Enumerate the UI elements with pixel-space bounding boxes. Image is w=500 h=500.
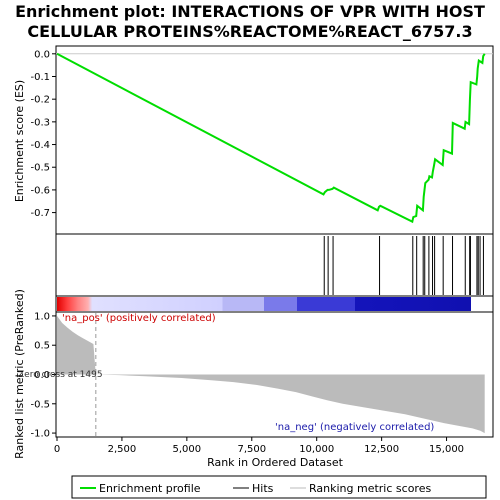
x-tick-label: 10,000 [299, 444, 334, 455]
metric-x-ticks: 0 2,500 5,000 7,500 10,000 12,500 15,000 [54, 437, 464, 455]
enrichment-panel-frame [55, 45, 494, 235]
metric-y-tick-label: 0.5 [34, 341, 50, 352]
hits-panel-frame [55, 233, 494, 297]
na-neg-label: 'na_neg' (negatively correlated) [275, 422, 434, 433]
metric-y-tick-label: 1.0 [34, 311, 50, 322]
legend-label-metric: Ranking metric scores [309, 482, 431, 495]
x-tick-label: 2,500 [108, 444, 137, 455]
metric-y-tick-label: -0.5 [30, 399, 50, 410]
es-axis-title: Enrichment score (ES) [13, 80, 26, 202]
enrichment-panel: 0.0 -0.1 -0.2 -0.3 -0.4 -0.5 -0.6 -0.7 [30, 45, 494, 235]
x-tick-label: 15,000 [429, 444, 464, 455]
x-axis-title: Rank in Ordered Dataset [207, 456, 344, 469]
x-tick-label: 0 [54, 444, 60, 455]
es-y-tick-label: -0.6 [30, 185, 50, 196]
chart-title-line-1: Enrichment plot: INTERACTIONS OF VPR WIT… [15, 2, 485, 21]
rank-colorbar-panel [55, 295, 494, 313]
legend-frame [71, 475, 487, 499]
es-y-tick-label: 0.0 [34, 49, 50, 60]
metric-y-tick-label: -1.0 [30, 429, 50, 440]
ranking-metric-area [57, 315, 485, 434]
x-tick-label: 5,000 [173, 444, 202, 455]
es-y-tick-label: -0.2 [30, 95, 50, 106]
chart-title-line-2: CELLULAR PROTEINS%REACTOME%REACT_6757.3 [27, 22, 472, 41]
x-tick-label: 7,500 [237, 444, 266, 455]
metric-y-ticks: 1.0 0.5 0.0 -0.5 -1.0 [30, 311, 56, 440]
legend-label-hits: Hits [252, 482, 274, 495]
metric-y-tick-label: 0.0 [34, 370, 50, 381]
x-tick-label: 12,500 [364, 444, 399, 455]
enrichment-profile-line [56, 52, 486, 224]
hit-lines [323, 236, 484, 295]
hits-panel [55, 233, 494, 297]
es-y-tick-label: -0.1 [30, 72, 50, 83]
es-y-tick-label: -0.3 [30, 117, 50, 128]
legend-label-enrichment: Enrichment profile [99, 482, 201, 495]
metric-axis-title: Ranked list metric (PreRanked) [13, 289, 26, 459]
es-y-tick-label: -0.7 [30, 208, 50, 219]
metric-panel: 1.0 0.5 0.0 -0.5 -1.0 0 2,500 5,000 7,500 10,000… [18, 311, 494, 455]
es-y-tick-label: -0.4 [30, 140, 50, 151]
es-y-ticks: 0.0 -0.1 -0.2 -0.3 -0.4 -0.5 -0.6 -0.7 [30, 49, 56, 219]
rank-colorbar [57, 297, 471, 311]
na-pos-label: 'na_pos' (positively correlated) [62, 313, 216, 324]
es-y-tick-label: -0.5 [30, 163, 50, 174]
zero-cross-label: Zero cross at 1495 [18, 370, 103, 380]
legend: Enrichment profile Hits Ranking metric s… [71, 475, 487, 499]
